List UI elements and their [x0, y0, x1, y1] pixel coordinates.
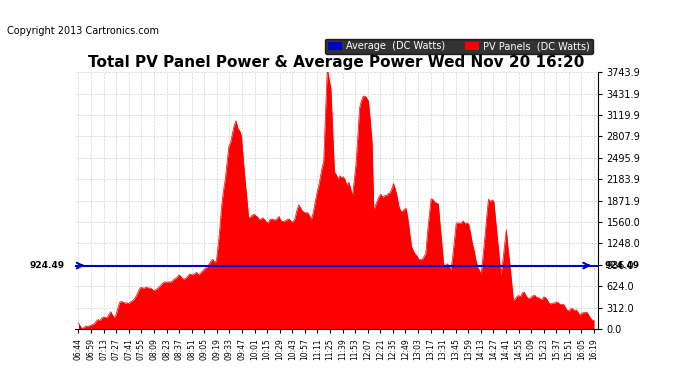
Text: 924.49: 924.49: [604, 261, 640, 270]
Text: 924.49: 924.49: [29, 261, 64, 270]
Text: Copyright 2013 Cartronics.com: Copyright 2013 Cartronics.com: [7, 26, 159, 36]
Legend: Average  (DC Watts), PV Panels  (DC Watts): Average (DC Watts), PV Panels (DC Watts): [324, 39, 593, 54]
Title: Total PV Panel Power & Average Power Wed Nov 20 16:20: Total PV Panel Power & Average Power Wed…: [88, 55, 584, 70]
